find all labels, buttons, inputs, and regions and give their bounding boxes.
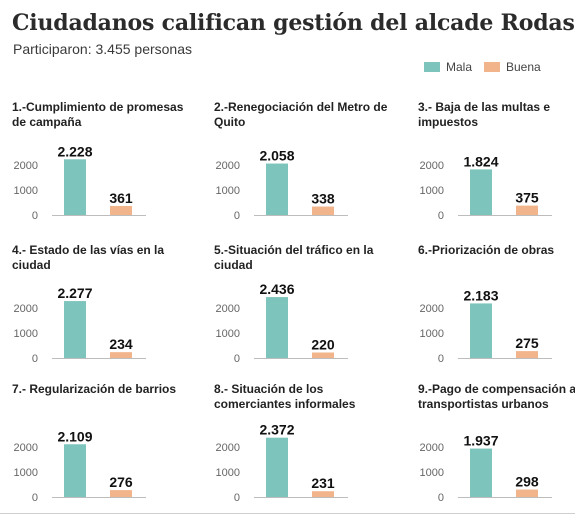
y-tick-label: 1000 xyxy=(216,328,240,340)
bar-mala xyxy=(470,303,492,358)
bar-mala xyxy=(64,444,86,497)
y-tick-label: 0 xyxy=(234,492,240,504)
chart-panel: 1.-Cumplimiento de promesas de campaña 0 1… xyxy=(12,100,192,230)
bar-value-label: 2.183 xyxy=(463,287,498,303)
legend-label-mala: Mala xyxy=(446,60,473,74)
legend-swatch-buena xyxy=(484,62,500,72)
chart-panel-title: 8.- Situación de los comerciantes inform… xyxy=(214,382,356,411)
bar-value-label: 2.277 xyxy=(57,285,92,301)
y-tick-label: 1000 xyxy=(216,467,240,479)
chart-panel: 4.- Estado de las vías en la ciudad 0 1000… xyxy=(12,243,192,373)
bar-mala xyxy=(266,163,288,215)
bar-value-label: 298 xyxy=(515,474,539,490)
bar-value-label: 1.937 xyxy=(463,433,498,449)
bottom-divider xyxy=(0,513,575,514)
y-tick-label: 0 xyxy=(438,210,444,222)
bar-value-label: 2.109 xyxy=(57,428,92,444)
bar-buena xyxy=(312,206,334,215)
legend-swatch-mala xyxy=(424,62,440,72)
chart-panel: 9.-Pago de compensación a transportistas… xyxy=(418,382,575,512)
chart-panel-title: 1.-Cumplimiento de promesas de campaña xyxy=(12,100,184,129)
bar-chart: 0 1000 2000 2.228 361 xyxy=(14,143,146,222)
bar-chart: 0 1000 2000 2.436 220 xyxy=(216,281,348,365)
y-tick-label: 2000 xyxy=(216,442,240,454)
bar-buena xyxy=(110,205,132,215)
chart-panel-title: 6.-Priorización de obras xyxy=(418,243,555,257)
y-tick-label: 1000 xyxy=(216,185,240,197)
bar-chart: 0 1000 2000 1.824 375 xyxy=(420,153,552,222)
bar-value-label: 275 xyxy=(515,335,539,351)
chart-panel: 8.- Situación de los comerciantes inform… xyxy=(214,382,394,512)
chart-panel: 6.-Priorización de obras 0 1000 2000 2.183 27… xyxy=(418,243,575,373)
chart-panel: 2.-Renegociación del Metro de Quito 0 1000… xyxy=(214,100,394,230)
bar-chart: 0 1000 2000 2.058 338 xyxy=(216,148,348,222)
page-title: Ciudadanos califican gestión del alcade … xyxy=(12,10,575,36)
y-tick-label: 0 xyxy=(32,353,38,365)
y-tick-label: 2000 xyxy=(420,160,444,172)
bar-value-label: 2.436 xyxy=(259,281,294,297)
chart-panel: 3.- Baja de las multas e impuestos 0 1000 2… xyxy=(418,100,575,230)
chart-panel-title: 4.- Estado de las vías en la ciudad xyxy=(12,243,165,272)
bar-mala xyxy=(266,437,288,497)
bar-value-label: 361 xyxy=(109,190,133,206)
bar-buena xyxy=(312,352,334,358)
bar-value-label: 220 xyxy=(311,337,335,353)
bar-mala xyxy=(64,159,86,215)
bar-value-label: 1.824 xyxy=(463,153,498,169)
y-tick-label: 0 xyxy=(438,353,444,365)
bar-mala xyxy=(470,169,492,215)
chart-panel-title: 3.- Baja de las multas e impuestos xyxy=(418,100,551,129)
bar-mala xyxy=(266,297,288,358)
y-tick-label: 1000 xyxy=(14,328,38,340)
bar-value-label: 338 xyxy=(311,191,335,207)
bar-value-label: 234 xyxy=(109,336,133,352)
bar-chart: 0 1000 2000 2.372 231 xyxy=(216,422,348,504)
bar-value-label: 375 xyxy=(515,190,539,206)
bar-value-label: 231 xyxy=(311,475,335,491)
bar-mala xyxy=(64,301,86,358)
bar-buena xyxy=(516,205,538,215)
bar-mala xyxy=(470,448,492,497)
bar-chart: 0 1000 2000 1.937 298 xyxy=(420,433,552,504)
legend-item-mala: Mala xyxy=(424,60,472,74)
y-tick-label: 2000 xyxy=(420,442,444,454)
bar-value-label: 2.372 xyxy=(259,422,294,438)
bar-buena xyxy=(516,489,538,497)
bar-value-label: 276 xyxy=(109,474,133,490)
chart-panel: 5.-Situación del tráfico en la ciudad 0 10… xyxy=(214,243,394,373)
page-subtitle: Participaron: 3.455 personas xyxy=(13,41,192,57)
bar-value-label: 2.058 xyxy=(259,148,294,164)
y-tick-label: 2000 xyxy=(216,160,240,172)
bar-value-label: 2.228 xyxy=(57,143,92,159)
y-tick-label: 2000 xyxy=(14,442,38,454)
bar-chart: 0 1000 2000 2.277 234 xyxy=(14,285,146,365)
bar-buena xyxy=(312,491,334,497)
y-tick-label: 1000 xyxy=(14,185,38,197)
y-tick-label: 0 xyxy=(438,492,444,504)
chart-panel-title: 7.- Regularización de barrios xyxy=(12,382,177,396)
legend-label-buena: Buena xyxy=(506,60,541,74)
chart-panel: 7.- Regularización de barrios 0 1000 2000 2.… xyxy=(12,382,192,512)
y-tick-label: 1000 xyxy=(420,328,444,340)
bar-buena xyxy=(516,351,538,358)
y-tick-label: 2000 xyxy=(420,303,444,315)
y-tick-label: 0 xyxy=(32,492,38,504)
bar-chart: 0 1000 2000 2.183 275 xyxy=(420,287,552,365)
chart-panel-title: 2.-Renegociación del Metro de Quito xyxy=(214,100,388,129)
chart-panel-title: 5.-Situación del tráfico en la ciudad xyxy=(214,243,374,272)
y-tick-label: 1000 xyxy=(420,467,444,479)
y-tick-label: 1000 xyxy=(14,467,38,479)
y-tick-label: 0 xyxy=(234,210,240,222)
bar-buena xyxy=(110,352,132,358)
y-tick-label: 2000 xyxy=(14,303,38,315)
y-tick-label: 2000 xyxy=(14,160,38,172)
y-tick-label: 0 xyxy=(234,353,240,365)
legend-item-buena: Buena xyxy=(484,60,541,74)
y-tick-label: 1000 xyxy=(420,185,444,197)
chart-panel-title: 9.-Pago de compensación a transportistas… xyxy=(418,382,575,411)
bar-chart: 0 1000 2000 2.109 276 xyxy=(14,428,146,504)
y-tick-label: 2000 xyxy=(216,303,240,315)
y-tick-label: 0 xyxy=(32,210,38,222)
bar-buena xyxy=(110,490,132,497)
